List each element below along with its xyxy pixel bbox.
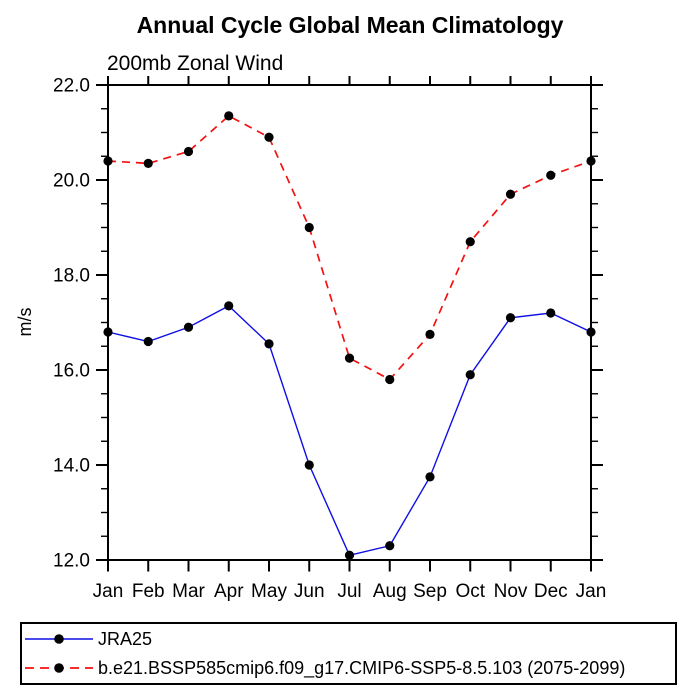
x-tick-label: Jan xyxy=(576,581,607,602)
data-point-marker xyxy=(224,111,234,121)
legend-sample-solid-line xyxy=(25,633,93,644)
x-tick-label: Sep xyxy=(413,581,447,602)
legend-label-model: b.e21.BSSP585cmip6.f09_g17.CMIP6-SSP5-8.… xyxy=(98,658,626,679)
axes-group: 12.0 14.0 16.0 18.0 20.0 22.0 Jan Feb Mar Apr May J… xyxy=(53,76,606,603)
data-point-marker xyxy=(505,189,516,199)
x-tick-label: Oct xyxy=(455,581,485,602)
x-tick-label: Mar xyxy=(172,581,205,602)
plot-frame xyxy=(107,84,592,561)
data-point-marker xyxy=(465,237,475,247)
data-point-marker xyxy=(546,308,556,318)
data-point-marker xyxy=(344,550,355,560)
chart-subtitle: 200mb Zonal Wind xyxy=(107,52,283,75)
chart-svg: Annual Cycle Global Mean Climatology 200… xyxy=(15,12,606,603)
chart-title: Annual Cycle Global Mean Climatology xyxy=(137,12,564,38)
x-tick-label: Nov xyxy=(494,581,528,602)
series-line-0 xyxy=(107,305,592,557)
data-point-marker xyxy=(103,327,113,337)
series-group xyxy=(103,111,596,560)
y-tick-label: 18.0 xyxy=(53,266,90,287)
legend-sample-dashed-line xyxy=(25,663,93,674)
data-point-marker xyxy=(103,156,113,166)
legend-item-model: b.e21.BSSP585cmip6.f09_g17.CMIP6-SSP5-8.… xyxy=(22,654,675,682)
x-tick-label: Jun xyxy=(294,581,325,602)
y-tick-label: 22.0 xyxy=(53,76,90,97)
data-point-marker xyxy=(425,329,435,339)
data-point-marker xyxy=(586,156,596,166)
y-tick-label: 14.0 xyxy=(53,456,90,477)
data-point-marker xyxy=(505,313,516,323)
plot-frame-rect xyxy=(107,84,592,561)
y-axis-label: m/s xyxy=(15,308,35,337)
legend-box: JRA25 b.e21.BSSP585cmip6.f09_g17.CMIP6-S… xyxy=(20,622,677,685)
data-point-marker xyxy=(385,541,395,551)
data-point-marker xyxy=(465,370,475,380)
data-point-marker xyxy=(425,472,435,482)
x-tick-label: Dec xyxy=(534,581,568,602)
data-point-marker xyxy=(143,158,153,168)
x-tick-label: May xyxy=(251,581,287,602)
series-line-1 xyxy=(107,114,592,381)
y-tick-label: 16.0 xyxy=(53,361,90,382)
data-point-marker xyxy=(304,460,314,470)
data-point-marker xyxy=(224,301,234,311)
x-tick-label: Feb xyxy=(132,581,165,602)
y-tick-label: 12.0 xyxy=(53,551,90,572)
data-point-marker xyxy=(304,222,314,233)
legend-marker-icon xyxy=(54,633,64,644)
data-point-marker xyxy=(546,170,556,180)
data-point-marker xyxy=(183,322,194,332)
legend-item-jra25: JRA25 xyxy=(22,625,675,653)
x-tick-label: Jan xyxy=(93,581,124,602)
data-point-marker xyxy=(264,132,274,142)
data-point-marker xyxy=(586,327,596,337)
data-point-marker xyxy=(264,339,274,349)
x-tick-label: Jul xyxy=(337,581,361,602)
legend-marker-icon xyxy=(54,663,64,674)
data-point-marker xyxy=(385,374,395,385)
data-point-marker xyxy=(143,336,153,347)
data-point-marker xyxy=(344,353,355,363)
x-tick-label: Aug xyxy=(373,581,407,602)
x-tick-label: Apr xyxy=(214,581,244,602)
y-tick-label: 20.0 xyxy=(53,171,90,192)
data-point-marker xyxy=(183,146,194,157)
legend-label-jra25: JRA25 xyxy=(98,628,153,649)
